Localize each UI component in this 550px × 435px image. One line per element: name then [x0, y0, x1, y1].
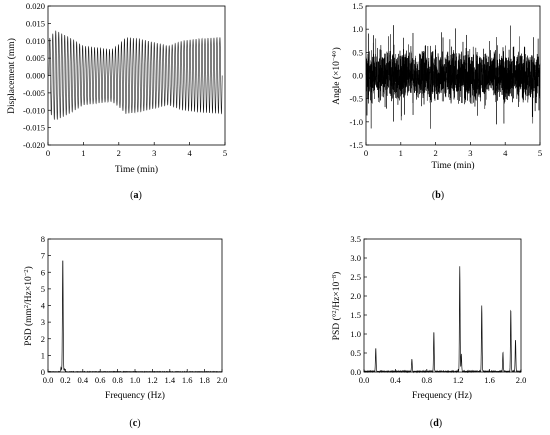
- panel-a-x-tick-label: 0: [46, 148, 50, 158]
- panel-b-y-tick-label: -1.5: [350, 140, 363, 150]
- panel-a-caption: (a): [130, 190, 142, 201]
- panel-a-y-tick-label: 0.010: [26, 36, 45, 46]
- panel-d-y-tick-label: 3.5: [350, 234, 361, 244]
- panel-d-x-tick-label: 1.2: [453, 375, 464, 385]
- panel-d-spectrum: [363, 266, 522, 374]
- panel-c-y-tick-label: 2: [41, 334, 45, 344]
- panel-a-x-tick-label: 1: [81, 148, 85, 158]
- panel-d-y-tick-label: 2.0: [350, 291, 361, 301]
- panel-d-x-tick-label: 0.8: [421, 375, 432, 385]
- panel-b-caption: (b): [432, 190, 444, 201]
- panel-c-plot: [47, 260, 223, 373]
- panel-b-x-tick-label: 4: [503, 148, 508, 158]
- panel-d-y-tick-label: 1.5: [350, 310, 361, 320]
- panel-a-y-tick-label: 0.000: [26, 71, 45, 81]
- panel-d-y-ticks: 0.0 0.5 1.0 1.5 2.0 2.5 3.0 3.5: [350, 234, 367, 377]
- panel-c-y-tick-label: 4: [41, 301, 46, 311]
- panel-c-x-tick-label: 0.2: [60, 375, 71, 385]
- panel-c-y-ticks: 0 1 2 3 4 5 6 7 8: [41, 234, 51, 377]
- panel-a-ylabel: Displacement (mm): [6, 38, 17, 114]
- panel-a-x-tick-label: 2: [117, 148, 121, 158]
- panel-c-y-tick-label: 3: [41, 317, 45, 327]
- panel-b-y-tick-label: 0.0: [352, 71, 363, 81]
- panel-b-xlabel: Time (min): [431, 160, 474, 171]
- panel-a-y-tick-label: -0.020: [23, 140, 45, 150]
- panel-d-y-tick-label: 3.0: [350, 253, 361, 263]
- panel-b-y-tick-label: -0.5: [350, 94, 363, 104]
- panel-b-plot: [365, 25, 541, 129]
- panel-a-y-tick-label: 0.020: [26, 1, 45, 11]
- panel-b-y-tick-label: 1.0: [352, 24, 363, 34]
- panel-d-caption: (d): [430, 418, 442, 429]
- panel-c-x-tick-label: 0.4: [77, 375, 88, 385]
- panel-b-signal: [365, 25, 541, 129]
- panel-a-signal: [48, 30, 223, 120]
- panel-c: 0.0 0.2 0.4 0.6 0.8 1.0 1.2 1.4 1.6 1.8 2.0 0 1 2 3 4 5…: [23, 234, 227, 429]
- panel-a-y-tick-label: 0.005: [26, 53, 45, 63]
- panel-b-x-tick-label: 1: [399, 148, 403, 158]
- panel-a-x-tick-label: 3: [152, 148, 156, 158]
- panel-a-x-ticks: 0 1 2 3 4 5: [46, 142, 227, 158]
- panel-b-y-tick-label: 1.5: [352, 1, 363, 11]
- panel-c-frame: [47, 238, 223, 373]
- panel-d-x-tick-label: 1.6: [484, 375, 495, 385]
- panel-d-x-tick-label: 0.4: [390, 375, 401, 385]
- panel-c-caption: (c): [129, 418, 140, 429]
- panel-c-x-tick-label: 1.2: [147, 375, 158, 385]
- panel-c-spectrum: [47, 260, 223, 373]
- panel-a-y-tick-label: 0.015: [26, 18, 45, 28]
- panel-a: 0 1 2 3 4 5 -0.020 -0.015 -0.010 -0.005 0.000 0.00…: [6, 1, 227, 201]
- panel-c-x-tick-label: 0.8: [112, 375, 123, 385]
- panel-d-plot: [363, 266, 522, 374]
- panel-d-y-tick-label: 1.0: [350, 329, 361, 339]
- panel-c-y-tick-label: 7: [41, 251, 45, 261]
- panel-c-x-tick-label: 1.0: [130, 375, 141, 385]
- panel-d-x-tick-label: 0.0: [359, 375, 370, 385]
- panel-a-y-ticks: -0.020 -0.015 -0.010 -0.005 0.000 0.005 0.010 0…: [23, 1, 51, 150]
- panel-c-y-tick-label: 1: [41, 350, 45, 360]
- panel-b-x-tick-label: 2: [433, 148, 437, 158]
- panel-d: 0.0 0.4 0.8 1.2 1.6 2.0 0.0 0.5 1.0 1.5 2.0 2.5 3.0…: [331, 234, 526, 429]
- panel-c-x-tick-label: 0.6: [95, 375, 106, 385]
- panel-c-x-tick-label: 2.0: [217, 375, 228, 385]
- panel-d-frame: [363, 238, 522, 373]
- panel-d-y-tick-label: 0.0: [350, 367, 361, 377]
- panel-c-x-tick-label: 0.0: [43, 375, 54, 385]
- panel-c-x-tick-label: 1.8: [199, 375, 210, 385]
- panel-d-x-tick-label: 2.0: [516, 375, 527, 385]
- panel-c-y-tick-label: 8: [41, 234, 45, 244]
- panel-c-y-tick-label: 0: [41, 367, 45, 377]
- panel-c-y-tick-label: 5: [41, 284, 45, 294]
- panel-a-y-tick-label: -0.010: [23, 105, 45, 115]
- panel-a-y-tick-label: -0.005: [23, 88, 45, 98]
- panel-b-x-tick-label: 5: [538, 148, 542, 158]
- panel-c-x-tick-label: 1.4: [164, 375, 175, 385]
- panel-b-x-tick-label: 0: [364, 148, 368, 158]
- panel-d-y-tick-label: 2.5: [350, 272, 361, 282]
- panel-d-y-tick-label: 0.5: [350, 348, 361, 358]
- panel-a-x-tick-label: 5: [223, 148, 227, 158]
- panel-d-ylabel: PSD (°2/Hz×10−8): [331, 272, 342, 341]
- panel-c-x-tick-label: 1.6: [182, 375, 193, 385]
- panel-c-ylabel: PSD (mm2/Hz×10−2): [23, 266, 34, 346]
- panel-b-ylabel: Angle (×10−4°): [331, 47, 342, 105]
- panel-a-plot: [48, 30, 223, 120]
- panel-c-x-ticks: 0.0 0.2 0.4 0.6 0.8 1.0 1.2 1.4 1.6 1.8 2.0: [43, 369, 228, 385]
- panel-b-y-ticks: -1.5 -1.0 -0.5 0.0 0.5 1.0 1.5: [350, 1, 369, 150]
- panel-b-y-tick-label: 0.5: [352, 47, 363, 57]
- panel-a-y-tick-label: -0.015: [23, 123, 45, 133]
- panel-b-x-ticks: 0 1 2 3 4 5: [364, 142, 542, 158]
- panel-b: 0 1 2 3 4 5 -1.5 -1.0 -0.5 0.0 0.5 1.0 1.5 Time (mi…: [331, 1, 542, 201]
- panel-d-xlabel: Frequency (Hz): [412, 390, 472, 401]
- panel-b-y-tick-label: -1.0: [350, 117, 363, 127]
- panel-c-y-tick-label: 6: [41, 267, 45, 277]
- panel-a-xlabel: Time (min): [115, 164, 158, 175]
- panel-b-x-tick-label: 3: [468, 148, 472, 158]
- panel-d-x-ticks: 0.0 0.4 0.8 1.2 1.6 2.0: [359, 369, 527, 385]
- panel-c-xlabel: Frequency (Hz): [105, 390, 165, 401]
- panel-a-x-tick-label: 4: [187, 148, 192, 158]
